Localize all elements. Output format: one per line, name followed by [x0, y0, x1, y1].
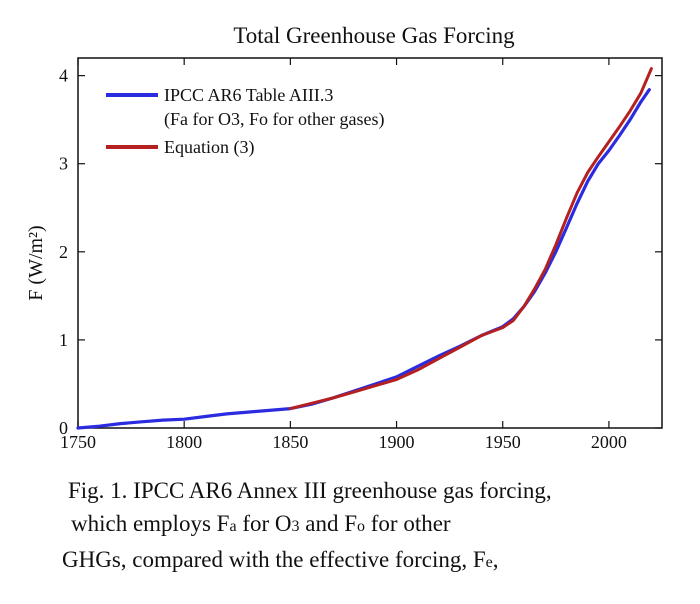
plot-frame: [77, 57, 663, 429]
chart: Total Greenhouse Gas Forcing 1750 1800 185…: [25, 23, 663, 452]
legend-label-ipcc-note: (Fa for O3, Fo for other gases): [164, 109, 384, 130]
x-tick-label: 1750: [60, 432, 96, 452]
x-tick-label: 1800: [166, 432, 202, 452]
series-layer: [76, 67, 653, 430]
y-tick-label: 0: [59, 418, 68, 438]
series-line-ipcc-ar6: [76, 88, 651, 430]
axis-ticks: 1750 1800 1850 1900 1950 2000 0 1 2 3 4: [59, 58, 662, 452]
caption-line-3: GHGs, compared with the effective forcin…: [62, 547, 499, 572]
y-tick-label: 2: [59, 242, 68, 262]
y-tick-label: 1: [59, 330, 68, 350]
x-tick-label: 1950: [485, 432, 521, 452]
caption-line-1: Fig. 1. IPCC AR6 Annex III greenhouse ga…: [68, 478, 552, 503]
y-tick-label: 3: [59, 154, 68, 174]
y-axis-label: F (W/m²): [25, 225, 47, 300]
caption-line-2: which employs Fa for O3 and Fo for other: [71, 511, 451, 536]
y-tick-label: 4: [59, 66, 68, 86]
figure-caption: Fig. 1. IPCC AR6 Annex III greenhouse ga…: [62, 474, 688, 579]
legend: IPCC AR6 Table AIII.3 (Fa for O3, Fo for …: [106, 85, 384, 158]
chart-title: Total Greenhouse Gas Forcing: [233, 23, 515, 48]
x-tick-label: 1900: [379, 432, 415, 452]
series-line-equation-3: [288, 67, 653, 411]
legend-label-ipcc: IPCC AR6 Table AIII.3: [164, 85, 333, 105]
x-tick-label: 1850: [272, 432, 308, 452]
legend-label-equation: Equation (3): [164, 137, 254, 158]
x-tick-label: 2000: [591, 432, 627, 452]
